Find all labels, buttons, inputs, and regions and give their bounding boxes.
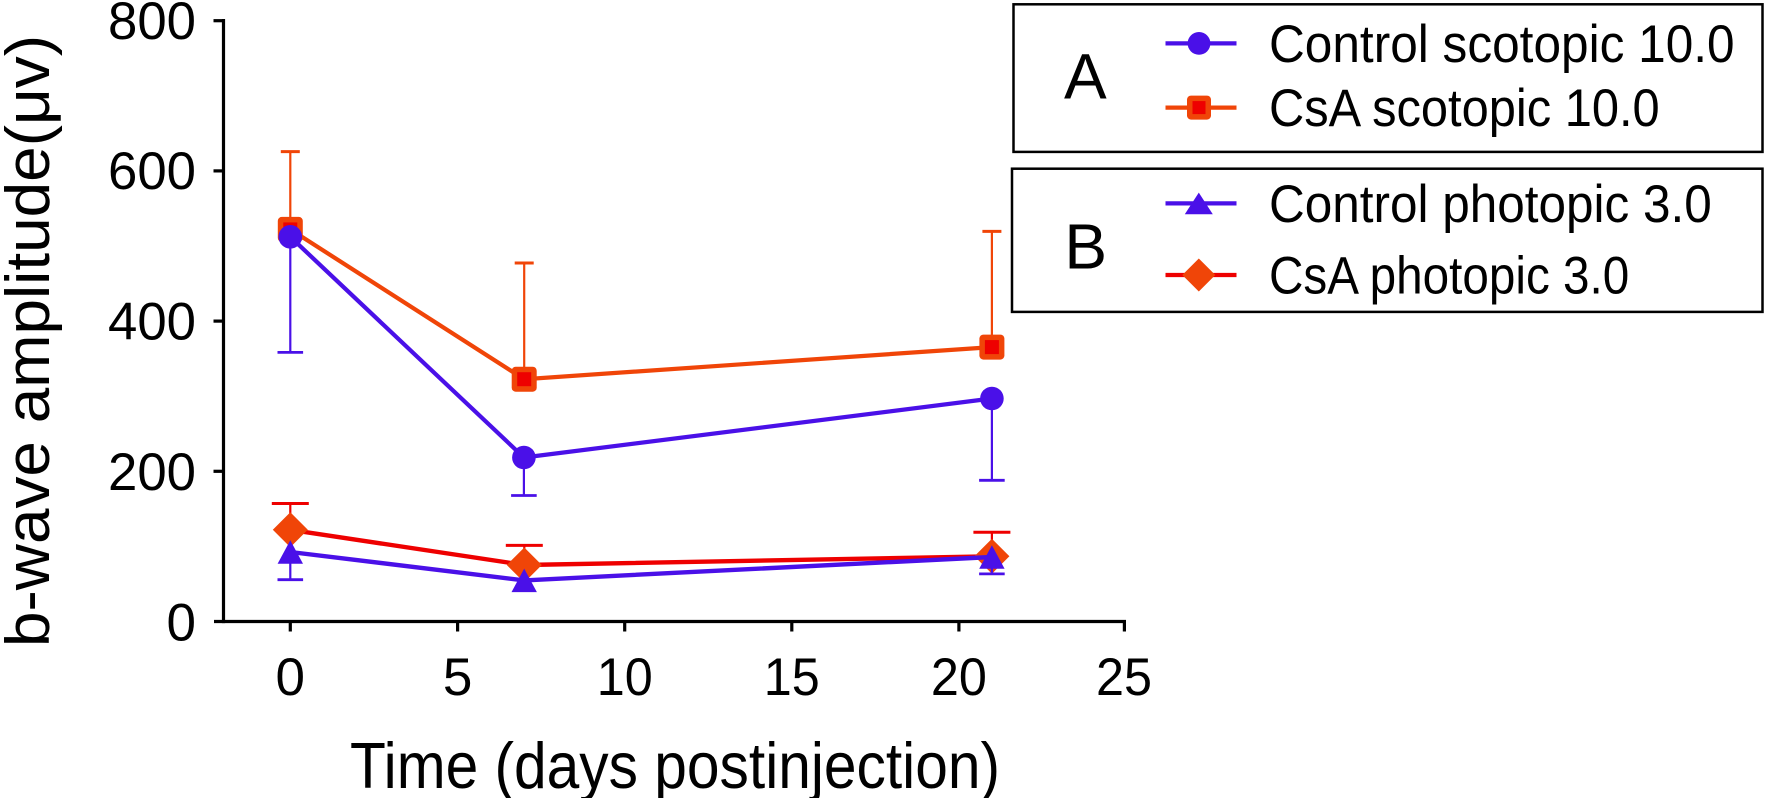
svg-text:0: 0 bbox=[167, 593, 196, 652]
svg-text:5: 5 bbox=[443, 648, 472, 707]
svg-text:0: 0 bbox=[276, 648, 305, 707]
svg-text:800: 800 bbox=[108, 0, 196, 51]
svg-text:25: 25 bbox=[1096, 648, 1152, 707]
svg-text:CsA scotopic 10.0: CsA scotopic 10.0 bbox=[1269, 79, 1660, 138]
svg-text:20: 20 bbox=[931, 648, 987, 707]
svg-text:b-wave amplitude(μv): b-wave amplitude(μv) bbox=[0, 35, 63, 647]
svg-text:Control photopic 3.0: Control photopic 3.0 bbox=[1269, 175, 1712, 234]
svg-text:B: B bbox=[1064, 211, 1107, 283]
svg-text:600: 600 bbox=[108, 142, 196, 201]
svg-text:Control scotopic 10.0: Control scotopic 10.0 bbox=[1269, 15, 1735, 74]
svg-text:15: 15 bbox=[764, 648, 820, 707]
svg-text:Time (days postinjection): Time (days postinjection) bbox=[350, 729, 1000, 798]
svg-text:200: 200 bbox=[108, 443, 196, 502]
svg-text:CsA photopic 3.0: CsA photopic 3.0 bbox=[1269, 247, 1629, 306]
svg-text:10: 10 bbox=[597, 648, 653, 707]
svg-text:A: A bbox=[1064, 41, 1107, 113]
svg-text:400: 400 bbox=[108, 293, 196, 352]
